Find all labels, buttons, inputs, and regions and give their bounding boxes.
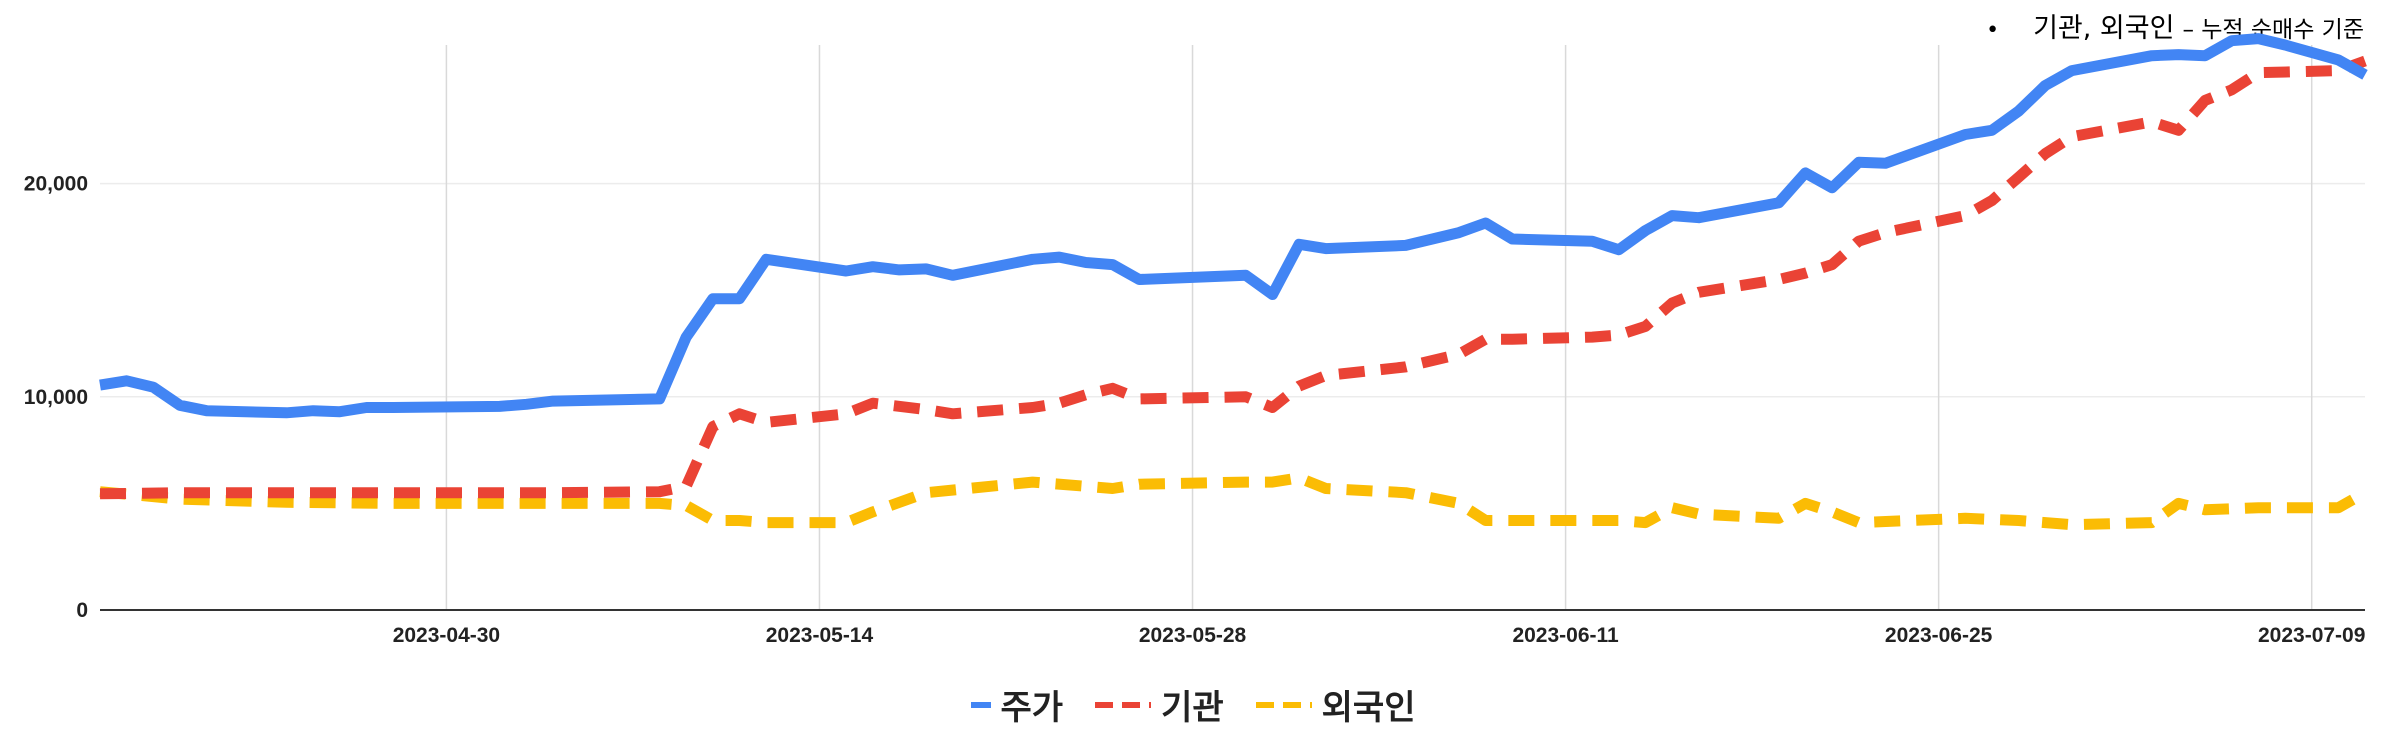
legend-label: 주가 bbox=[1000, 688, 1064, 728]
series-line-price bbox=[99, 33, 2368, 419]
note-bullet: • bbox=[1986, 18, 2000, 43]
x-tick-label: 2023-07-09 bbox=[2258, 624, 2365, 647]
chart-legend: 주가 기관 외국인 bbox=[0, 680, 2386, 729]
y-tick-label: 0 bbox=[76, 599, 88, 622]
y-tick-label: 10,000 bbox=[24, 386, 88, 409]
x-tick-label: 2023-06-25 bbox=[1885, 624, 1993, 647]
note-main: 기관, 외국인 bbox=[2033, 13, 2175, 44]
legend-item: 외국인 bbox=[1255, 680, 1416, 729]
legend-item: 주가 bbox=[970, 680, 1064, 729]
legend-swatch bbox=[1095, 701, 1152, 708]
legend-swatch bbox=[1255, 701, 1312, 708]
x-tick-label: 2023-05-14 bbox=[766, 624, 874, 647]
legend-swatch bbox=[970, 701, 991, 708]
x-tick-label: 2023-05-28 bbox=[1139, 624, 1247, 647]
legend-label: 기관 bbox=[1161, 688, 1224, 728]
legend-item: 기관 bbox=[1095, 680, 1224, 729]
y-tick-label: 20,000 bbox=[24, 173, 88, 196]
legend-label: 외국인 bbox=[1321, 688, 1416, 728]
series-line-foreign bbox=[99, 472, 2368, 531]
x-tick-label: 2023-06-11 bbox=[1512, 624, 1619, 647]
x-tick-label: 2023-04-30 bbox=[393, 624, 500, 647]
series-line-institution bbox=[99, 55, 2367, 500]
